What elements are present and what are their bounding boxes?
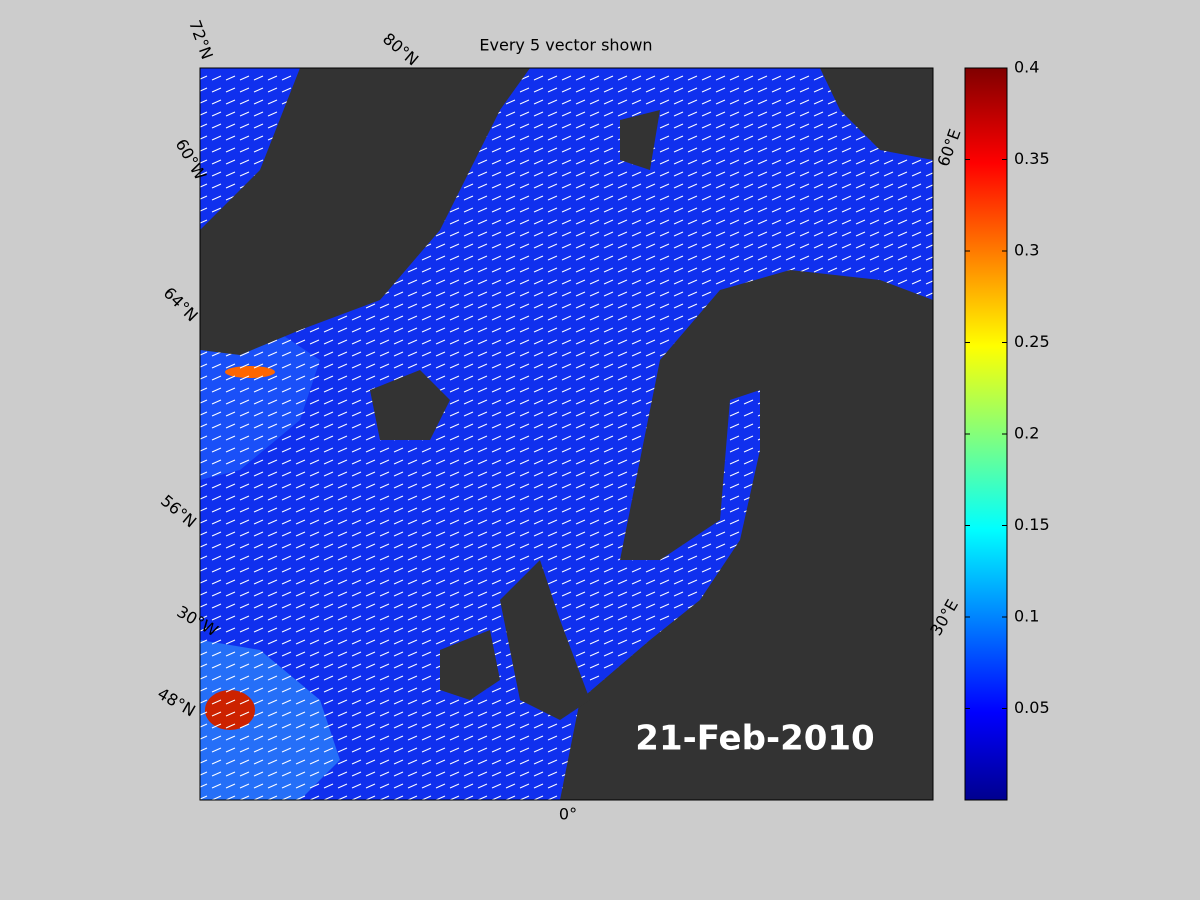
date-label: 21-Feb-2010: [635, 719, 874, 759]
map: [199, 67, 934, 801]
land-greenland: [200, 68, 530, 355]
colorbar-tick-label: 0.25: [1014, 332, 1050, 351]
colorbar-tick-label: 0.1: [1014, 607, 1039, 626]
colorbar-tick-label: 0.2: [1014, 424, 1039, 443]
map-label: 0°: [559, 805, 577, 824]
colorbar-tick-label: 0.35: [1014, 149, 1050, 168]
colorbar-tick-label: 0.3: [1014, 241, 1039, 260]
land-europe: [560, 270, 933, 800]
colorbar-ticks: 0.05 0.1 0.15 0.2 0.25 0.3 0.35 0.4: [965, 58, 1050, 717]
land-iceland: [370, 370, 450, 440]
map-frame: [199, 67, 934, 801]
land-british-isles: [440, 560, 590, 720]
land-arctic: [620, 68, 933, 170]
colorbar-tick-label: 0.15: [1014, 515, 1050, 534]
colorbar-tick-label: 0.4: [1014, 58, 1039, 77]
title: Every 5 vector shown: [479, 36, 652, 55]
colorbar: [964, 67, 1008, 801]
colorbar-tick-label: 0.05: [1014, 698, 1050, 717]
